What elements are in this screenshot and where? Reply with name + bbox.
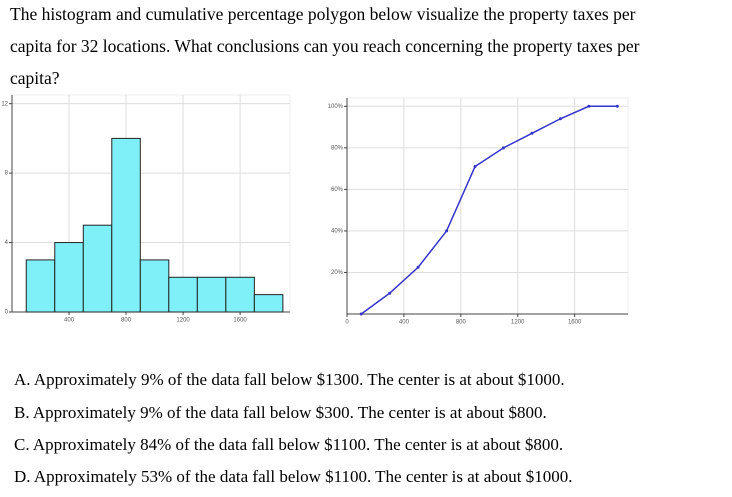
bar bbox=[253, 294, 284, 313]
y-tick-label: 20% bbox=[331, 270, 344, 276]
question-line: capita? bbox=[10, 68, 60, 88]
x-tick-label: 0 bbox=[345, 320, 349, 326]
x-tick-label: 800 bbox=[121, 318, 132, 324]
y-tick-label: 0 bbox=[5, 310, 9, 316]
point bbox=[359, 312, 363, 316]
bar bbox=[25, 259, 56, 313]
bar bbox=[54, 242, 84, 313]
bar bbox=[196, 276, 227, 313]
x-tick-label: 400 bbox=[64, 318, 75, 324]
option[interactable]: C. Approximately 84% of the data fall be… bbox=[14, 435, 564, 454]
bar bbox=[168, 276, 198, 313]
y-tick-label: 40% bbox=[331, 229, 344, 235]
y-tick-label: 12 bbox=[1, 101, 8, 107]
x-tick-label: 1600 bbox=[568, 320, 582, 326]
x-tick-label: 800 bbox=[456, 320, 467, 326]
point bbox=[615, 104, 619, 108]
x-tick-label: 400 bbox=[399, 320, 410, 326]
x-tick-label: 1200 bbox=[176, 318, 190, 324]
line bbox=[360, 105, 618, 315]
charts: 0 4 8 12 400 800 1200 1600 20% 40% 60% 80% 100% 0 400 8… bbox=[1, 94, 629, 326]
point bbox=[473, 165, 477, 169]
y-tick-label: 8 bbox=[5, 171, 9, 177]
point bbox=[416, 265, 420, 269]
point bbox=[445, 229, 449, 233]
bar bbox=[111, 137, 141, 313]
plot-area bbox=[346, 97, 629, 315]
bar bbox=[82, 224, 113, 313]
question-line: capita for 32 locations. What conclusion… bbox=[10, 36, 640, 56]
option[interactable]: A. Approximately 9% of the data fall bel… bbox=[14, 370, 565, 389]
point bbox=[530, 131, 534, 135]
option[interactable]: B. Approximately 9% of the data fall bel… bbox=[14, 403, 547, 422]
y-tick-label: 4 bbox=[5, 240, 9, 246]
point bbox=[388, 291, 392, 295]
x-tick-label: 1600 bbox=[233, 318, 247, 324]
x-tick-label: 1200 bbox=[511, 320, 525, 326]
point bbox=[587, 104, 591, 108]
question-line: The histogram and cumulative percentage … bbox=[10, 4, 636, 24]
y-tick-label: 100% bbox=[328, 104, 344, 110]
point bbox=[502, 146, 506, 150]
y-tick-label: 60% bbox=[331, 187, 344, 193]
point bbox=[558, 117, 562, 121]
y-tick-label: 80% bbox=[331, 145, 344, 151]
bar bbox=[139, 259, 170, 313]
bar bbox=[225, 276, 255, 313]
option[interactable]: D. Approximately 53% of the data fall be… bbox=[14, 467, 573, 486]
